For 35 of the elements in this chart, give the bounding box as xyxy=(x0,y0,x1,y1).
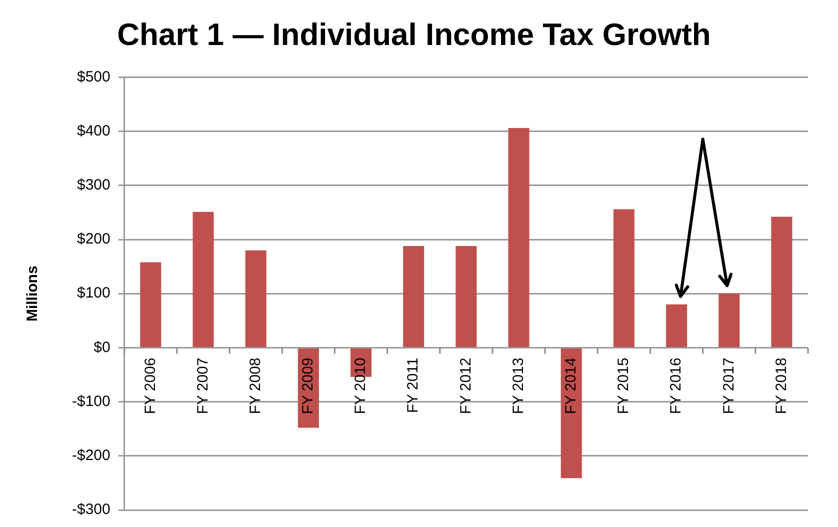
x-tick-label: FY 2016 xyxy=(668,358,685,414)
x-tick-label: FY 2008 xyxy=(246,358,264,414)
chart-title: Chart 1 — Individual Income Tax Growth xyxy=(117,17,711,52)
y-tick-label: -$100 xyxy=(72,392,110,410)
x-tick-label: FY 2009 xyxy=(300,358,317,414)
x-tick-label: FY 2012 xyxy=(457,358,474,414)
bar xyxy=(718,294,740,347)
y-tick-label: $0 xyxy=(94,338,110,356)
bar xyxy=(245,250,266,347)
x-tick-label: FY 2017 xyxy=(720,358,738,414)
x-tick-label: FY 2007 xyxy=(194,358,212,414)
x-tick-label: FY 2006 xyxy=(142,358,159,414)
x-tick-label: FY 2011 xyxy=(404,358,422,414)
bar xyxy=(192,212,214,347)
x-tick-label: FY 2015 xyxy=(615,358,632,414)
bar xyxy=(508,128,530,347)
x-tick-label: FY 2013 xyxy=(510,358,527,414)
bar xyxy=(771,216,792,347)
y-tick-label: $300 xyxy=(76,176,110,194)
x-tick-label: FY 2010 xyxy=(352,358,370,414)
bar xyxy=(140,262,162,347)
y-tick-label: -$200 xyxy=(72,447,110,464)
y-axis-title: Millions xyxy=(24,266,42,322)
bar xyxy=(666,304,688,347)
bar xyxy=(403,246,424,347)
x-tick-label: FY 2018 xyxy=(772,358,790,414)
y-tick-label: -$300 xyxy=(72,501,110,518)
bar xyxy=(560,348,582,478)
x-tick-label: FY 2014 xyxy=(562,358,580,414)
y-tick-label: $400 xyxy=(76,122,110,140)
bar xyxy=(456,246,477,347)
y-tick-label: $500 xyxy=(76,68,110,86)
bar xyxy=(613,209,634,347)
y-tick-label: $200 xyxy=(76,230,110,248)
y-tick-label: $100 xyxy=(76,284,110,302)
